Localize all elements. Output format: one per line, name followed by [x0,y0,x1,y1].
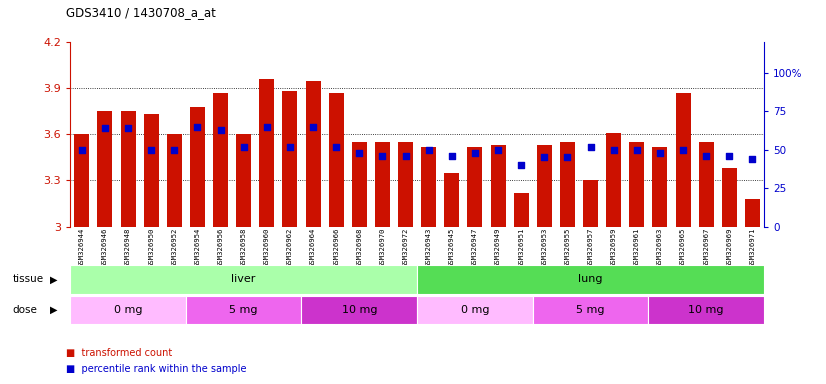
Text: ■  transformed count: ■ transformed count [66,348,173,358]
Point [700,153,713,159]
Text: GDS3410 / 1430708_a_at: GDS3410 / 1430708_a_at [66,6,216,19]
Point [653,150,667,156]
Bar [301,296,417,324]
Text: dose: dose [12,305,37,315]
Bar [144,114,159,227]
Bar [653,147,667,227]
Bar [514,193,529,227]
Point [353,150,366,156]
Bar [236,134,251,227]
Bar [352,142,367,227]
Bar [648,296,764,324]
Text: liver: liver [231,274,256,285]
Bar [444,173,459,227]
Point [422,147,435,153]
Point [121,125,135,131]
Point [468,150,482,156]
Bar [533,296,648,324]
Point [445,153,458,159]
Point [376,153,389,159]
Text: 0 mg: 0 mg [114,305,142,315]
Text: lung: lung [578,274,603,285]
Point [515,162,528,168]
Bar [398,142,413,227]
Bar [699,142,714,227]
Bar [375,142,390,227]
Point [746,156,759,162]
Point [584,144,597,150]
Point [237,144,250,150]
Point [676,147,690,153]
Bar [606,133,621,227]
Bar [421,147,436,227]
Bar [491,145,506,227]
Bar [722,168,737,227]
Bar [468,147,482,227]
Point [260,124,273,130]
Point [306,124,320,130]
Point [98,125,112,131]
Point [630,147,643,153]
Bar [676,93,691,227]
Bar [70,296,186,324]
Point [168,147,181,153]
Point [607,147,620,153]
Bar [167,134,182,227]
Text: 5 mg: 5 mg [577,305,605,315]
Bar [417,296,533,324]
Bar [537,145,552,227]
Bar [186,296,301,324]
Point [75,147,88,153]
Bar [282,91,297,227]
Bar [70,265,417,294]
Text: 5 mg: 5 mg [230,305,258,315]
Point [723,153,736,159]
Text: ▶: ▶ [50,305,57,315]
Bar [560,142,575,227]
Text: ▶: ▶ [50,274,57,285]
Bar [629,142,644,227]
Text: 10 mg: 10 mg [342,305,377,315]
Point [145,147,158,153]
Bar [190,107,205,227]
Point [561,154,574,161]
Bar [74,134,89,227]
Point [191,124,204,130]
Text: tissue: tissue [12,274,44,285]
Bar [417,265,764,294]
Bar [97,111,112,227]
Point [214,127,227,133]
Point [283,144,297,150]
Point [330,144,343,150]
Point [538,154,551,161]
Bar [583,180,598,227]
Point [491,147,505,153]
Text: 0 mg: 0 mg [461,305,489,315]
Bar [213,93,228,227]
Bar [259,79,274,227]
Bar [121,111,135,227]
Bar [329,93,344,227]
Text: 10 mg: 10 mg [689,305,724,315]
Point [399,153,412,159]
Bar [745,199,760,227]
Text: ■  percentile rank within the sample: ■ percentile rank within the sample [66,364,247,374]
Bar [306,81,320,227]
